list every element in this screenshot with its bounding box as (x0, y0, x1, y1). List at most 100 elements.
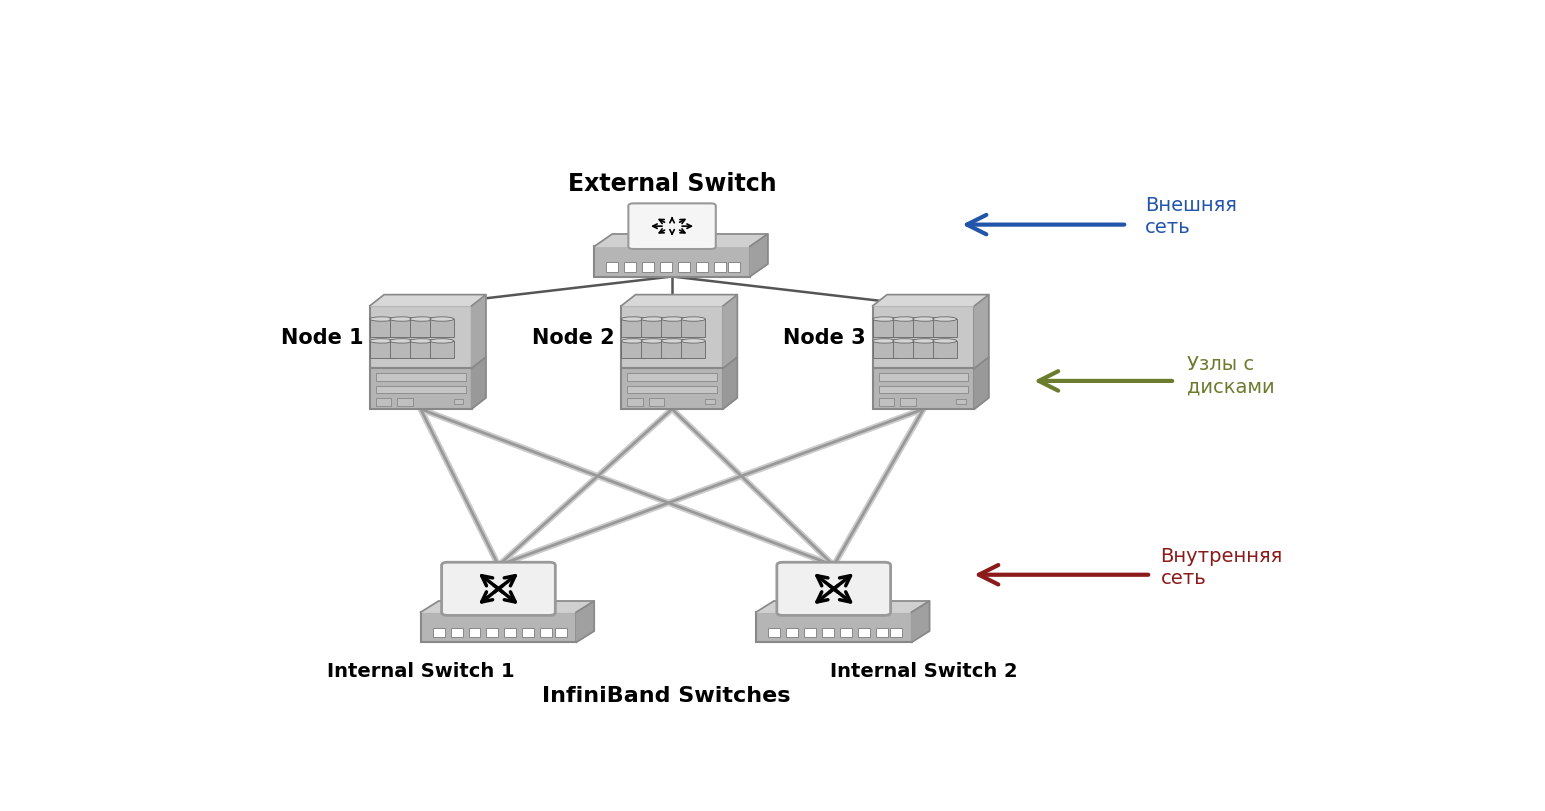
Ellipse shape (369, 339, 394, 344)
FancyBboxPatch shape (442, 563, 555, 616)
Bar (879, 398, 895, 406)
Bar (901, 398, 916, 406)
Bar (433, 628, 445, 637)
Bar (627, 398, 643, 406)
Polygon shape (471, 295, 485, 369)
Bar (705, 400, 715, 405)
Bar (375, 398, 391, 406)
Text: Internal Switch 2: Internal Switch 2 (830, 661, 1017, 680)
Bar (933, 320, 956, 337)
Ellipse shape (933, 317, 956, 322)
Polygon shape (471, 358, 485, 410)
Text: External Switch: External Switch (567, 171, 777, 195)
Bar (541, 628, 553, 637)
Ellipse shape (661, 339, 686, 344)
Polygon shape (723, 358, 737, 410)
Bar (661, 341, 686, 359)
Ellipse shape (430, 317, 454, 322)
FancyBboxPatch shape (777, 563, 890, 616)
Bar (641, 320, 666, 337)
Bar (786, 628, 797, 637)
FancyBboxPatch shape (420, 612, 576, 642)
Polygon shape (420, 601, 595, 612)
FancyBboxPatch shape (595, 247, 749, 277)
Ellipse shape (389, 339, 414, 344)
Ellipse shape (621, 339, 646, 344)
Ellipse shape (913, 317, 936, 322)
Text: Node 3: Node 3 (783, 328, 867, 348)
Bar (487, 628, 499, 637)
Bar (879, 387, 969, 394)
Bar (879, 374, 969, 381)
Bar (956, 400, 966, 405)
Polygon shape (621, 295, 737, 307)
Bar (822, 628, 834, 637)
Bar (621, 320, 646, 337)
Bar (409, 320, 434, 337)
Ellipse shape (661, 317, 686, 322)
FancyBboxPatch shape (873, 307, 975, 369)
Polygon shape (975, 295, 989, 369)
Bar (555, 628, 567, 637)
Bar (641, 341, 666, 359)
Bar (660, 263, 672, 272)
FancyBboxPatch shape (756, 612, 912, 642)
FancyBboxPatch shape (369, 369, 471, 410)
Bar (714, 263, 726, 272)
Ellipse shape (621, 317, 646, 322)
Bar (681, 341, 706, 359)
Bar (606, 263, 618, 272)
Text: Узлы с
дисками: Узлы с дисками (1187, 354, 1275, 396)
Ellipse shape (933, 339, 956, 344)
Bar (840, 628, 851, 637)
Polygon shape (912, 601, 930, 642)
Ellipse shape (430, 339, 454, 344)
Bar (728, 263, 740, 272)
FancyBboxPatch shape (621, 369, 723, 410)
Bar (678, 263, 691, 272)
Bar (389, 341, 414, 359)
FancyBboxPatch shape (369, 307, 471, 369)
Bar (627, 374, 717, 381)
Bar (933, 341, 956, 359)
Bar (681, 320, 706, 337)
Bar (504, 628, 516, 637)
Bar (375, 387, 465, 394)
Bar (803, 628, 816, 637)
Bar (375, 374, 465, 381)
Polygon shape (595, 234, 768, 247)
Bar (369, 320, 394, 337)
Text: Node 2: Node 2 (531, 328, 615, 348)
Bar (643, 263, 654, 272)
Bar (430, 341, 454, 359)
Ellipse shape (641, 317, 666, 322)
FancyBboxPatch shape (629, 204, 715, 250)
Ellipse shape (913, 339, 936, 344)
Ellipse shape (893, 339, 916, 344)
Bar (454, 400, 463, 405)
Bar (389, 320, 414, 337)
Text: Node 1: Node 1 (281, 328, 363, 348)
Ellipse shape (893, 317, 916, 322)
Bar (873, 341, 896, 359)
Ellipse shape (641, 339, 666, 344)
Bar (624, 263, 637, 272)
Bar (468, 628, 480, 637)
Polygon shape (723, 295, 737, 369)
FancyBboxPatch shape (873, 369, 975, 410)
Bar (522, 628, 535, 637)
Bar (649, 398, 664, 406)
Ellipse shape (389, 317, 414, 322)
Ellipse shape (409, 339, 434, 344)
Bar (893, 320, 916, 337)
Bar (873, 320, 896, 337)
Bar (913, 320, 936, 337)
Bar (627, 387, 717, 394)
Ellipse shape (409, 317, 434, 322)
Polygon shape (873, 295, 989, 307)
Bar (430, 320, 454, 337)
Bar (397, 398, 413, 406)
Polygon shape (576, 601, 595, 642)
Ellipse shape (369, 317, 394, 322)
Ellipse shape (873, 339, 896, 344)
